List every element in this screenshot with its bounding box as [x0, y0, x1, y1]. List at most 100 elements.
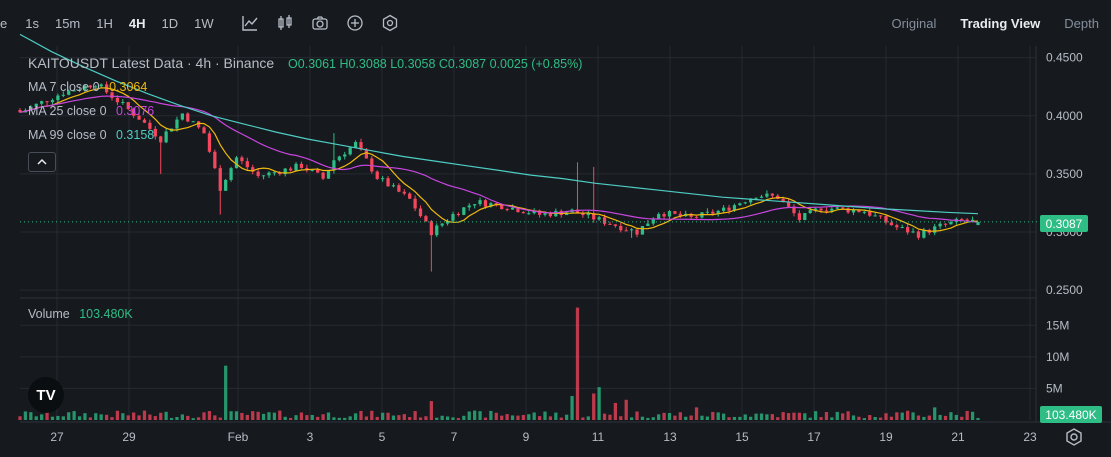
candle-body: [67, 90, 71, 95]
volume-bar: [841, 413, 845, 420]
candlestick-icon[interactable]: [275, 13, 295, 33]
timeframe-1w[interactable]: 1W: [194, 15, 214, 31]
candle-body: [689, 213, 693, 217]
volume-bar: [40, 414, 44, 420]
volume-bar: [240, 412, 244, 420]
volume-tick-label: 15M: [1046, 318, 1069, 332]
timeframe-4h[interactable]: 4H: [128, 15, 146, 31]
ma25-legend: MA 25 close 0 0.3076: [28, 104, 154, 118]
candle-body: [299, 163, 304, 168]
candle-body: [267, 172, 271, 176]
candle-body: [142, 119, 147, 123]
volume-bar: [445, 416, 450, 420]
ma7-value: 0.3064: [109, 80, 148, 94]
ma99-legend: MA 99 close 0 0.3158: [28, 128, 154, 142]
candle-body: [29, 106, 33, 111]
volume-bar: [857, 416, 861, 420]
volume-bar: [56, 415, 60, 420]
candle-body: [662, 213, 666, 217]
volume-bar: [272, 412, 277, 420]
candle-body: [418, 208, 423, 217]
indicator-icon[interactable]: [240, 13, 260, 33]
volume-bar: [976, 417, 980, 420]
candle-body: [240, 157, 244, 162]
volume-tick-label: 10M: [1046, 350, 1069, 364]
candle-body: [619, 225, 623, 231]
candle-body: [857, 209, 861, 213]
view-original[interactable]: Original: [891, 15, 937, 31]
volume-bar: [132, 412, 136, 420]
candle-body: [229, 168, 233, 180]
candle-body: [462, 207, 466, 215]
candle-body: [548, 213, 553, 217]
candle-body: [711, 211, 715, 214]
volume-bar: [45, 410, 49, 420]
volume-bar: [175, 417, 179, 420]
volume-bar: [229, 411, 233, 420]
candle-body: [56, 95, 60, 101]
timeframe-1h[interactable]: 1H: [96, 15, 113, 31]
view-depth[interactable]: Depth: [1064, 15, 1099, 31]
timeframe-e[interactable]: e: [0, 15, 8, 31]
time-tick-label: Feb: [228, 430, 249, 444]
volume-bar: [234, 411, 239, 420]
collapse-legend-button[interactable]: [28, 152, 56, 172]
volume-bar: [819, 417, 823, 420]
gear-icon[interactable]: [1064, 427, 1084, 447]
volume-bar: [77, 416, 82, 420]
candle-body: [256, 171, 260, 176]
candle-body: [586, 213, 590, 216]
candle-body: [440, 223, 444, 226]
volume-bar: [435, 417, 439, 420]
candle-body: [18, 110, 22, 113]
time-tick-label: 29: [122, 430, 136, 444]
candle-body: [781, 198, 785, 202]
volume-bar: [743, 414, 747, 420]
view-trading-view[interactable]: Trading View: [960, 15, 1041, 31]
camera-icon[interactable]: [310, 13, 330, 33]
plus-circle-icon[interactable]: [345, 13, 365, 33]
time-tick-label: 23: [1023, 430, 1037, 444]
timeframe-1d[interactable]: 1D: [161, 15, 179, 31]
timeframe-15m[interactable]: 15m: [54, 15, 81, 31]
settings-hex-icon[interactable]: [380, 13, 400, 33]
volume-bar: [148, 414, 152, 420]
volume-bar: [662, 412, 666, 420]
volume-bar: [299, 412, 304, 420]
volume-bar: [527, 414, 531, 420]
volume-bar: [397, 415, 401, 420]
candle-body: [343, 154, 347, 157]
volume-bar: [673, 415, 677, 420]
candle-body: [862, 211, 866, 213]
candle-body: [353, 142, 358, 148]
candle-body: [960, 218, 964, 220]
volume-bar: [424, 416, 428, 420]
candle-body: [727, 207, 731, 211]
candle-body: [543, 213, 547, 215]
volume-bar: [180, 414, 184, 420]
volume-bar: [949, 412, 953, 420]
time-tick-label: 21: [951, 430, 965, 444]
volume-bar: [88, 417, 92, 420]
volume-bar: [916, 415, 921, 420]
volume-bar: [960, 416, 964, 420]
volume-bar: [267, 412, 271, 420]
volume-bar: [619, 416, 623, 420]
candle-body: [970, 219, 975, 222]
volume-bar: [895, 412, 899, 420]
volume-bar: [316, 416, 320, 420]
volume-bar: [121, 413, 125, 420]
candle-body: [94, 86, 98, 88]
candle-body: [88, 85, 92, 88]
volume-bar: [878, 417, 883, 420]
volume-bar: [418, 417, 423, 420]
timeframe-1s[interactable]: 1s: [25, 15, 39, 31]
volume-bar: [18, 416, 22, 420]
volume-bar: [797, 412, 802, 420]
volume-bar: [207, 411, 212, 420]
volume-bar: [34, 416, 38, 420]
candle-body: [819, 208, 823, 211]
volume-bar: [559, 417, 563, 420]
tradingview-logo-icon[interactable]: TV: [28, 377, 64, 413]
